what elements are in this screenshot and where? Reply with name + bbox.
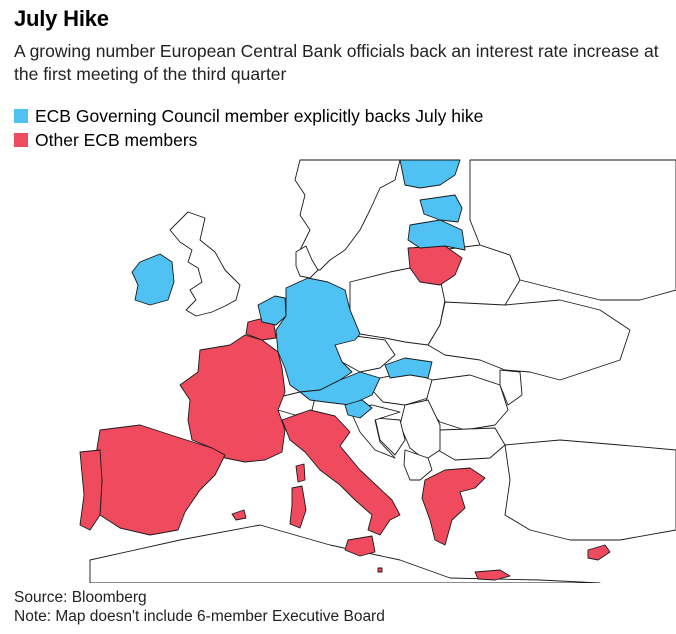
- legend-label-other: Other ECB members: [35, 129, 198, 150]
- country-albania-mk: [403, 449, 433, 481]
- country-norway-sweden: [294, 159, 401, 271]
- country-sicily: [344, 535, 376, 557]
- country-north-africa: [89, 524, 601, 584]
- country-lithuania: [407, 245, 463, 286]
- europe-map: [0, 158, 676, 584]
- country-uk: [169, 211, 241, 317]
- country-netherlands: [257, 295, 287, 326]
- map-note: Note: Map doesn't include 6-member Execu…: [14, 608, 385, 625]
- map-svg: [79, 159, 676, 584]
- country-czechia: [334, 335, 396, 373]
- country-ireland: [131, 253, 175, 306]
- source-note: Source: Bloomberg: [14, 589, 147, 606]
- country-slovenia: [344, 399, 373, 419]
- country-croatia: [349, 404, 401, 459]
- footer: Source: Bloomberg Note: Map doesn't incl…: [14, 588, 385, 626]
- country-crete: [474, 569, 511, 581]
- country-finland: [399, 159, 461, 189]
- legend: ECB Governing Council member explicitly …: [14, 104, 483, 152]
- legend-item-other: Other ECB members: [14, 128, 483, 152]
- legend-swatch-red: [14, 133, 28, 147]
- country-balearic: [231, 509, 247, 521]
- country-estonia: [419, 194, 463, 223]
- country-malta: [377, 567, 383, 573]
- country-bulgaria: [437, 427, 506, 461]
- country-latvia: [407, 219, 466, 251]
- legend-label-backs: ECB Governing Council member explicitly …: [35, 105, 484, 126]
- country-slovakia: [384, 357, 433, 379]
- country-russia-west: [469, 159, 676, 301]
- country-greece: [421, 467, 486, 546]
- country-turkey: [504, 439, 676, 541]
- legend-item-backs: ECB Governing Council member explicitly …: [14, 104, 483, 128]
- country-sardinia: [289, 485, 307, 529]
- page-subtitle: A growing number European Central Bank o…: [14, 41, 659, 84]
- country-moldova: [499, 369, 523, 406]
- country-austria: [299, 371, 381, 406]
- legend-swatch-blue: [14, 109, 28, 123]
- country-corsica: [295, 463, 306, 483]
- country-france: [179, 334, 286, 463]
- country-portugal: [79, 449, 103, 531]
- page-title: July Hike: [14, 6, 109, 31]
- country-denmark: [295, 245, 319, 279]
- country-ukraine: [427, 299, 631, 381]
- country-cyprus: [587, 544, 611, 561]
- country-italy: [281, 409, 401, 536]
- country-germany: [275, 277, 361, 393]
